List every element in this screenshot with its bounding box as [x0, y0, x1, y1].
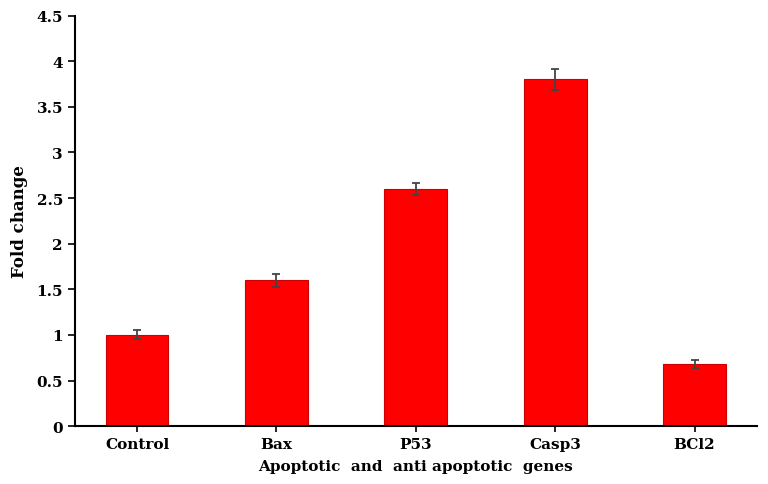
Bar: [664, 364, 726, 426]
Bar: [385, 190, 447, 426]
X-axis label: Apoptotic  and  anti apoptotic  genes: Apoptotic and anti apoptotic genes: [259, 459, 573, 473]
Bar: [245, 281, 308, 426]
Y-axis label: Fold change: Fold change: [11, 165, 28, 278]
Bar: [106, 335, 168, 426]
Bar: [524, 80, 587, 426]
